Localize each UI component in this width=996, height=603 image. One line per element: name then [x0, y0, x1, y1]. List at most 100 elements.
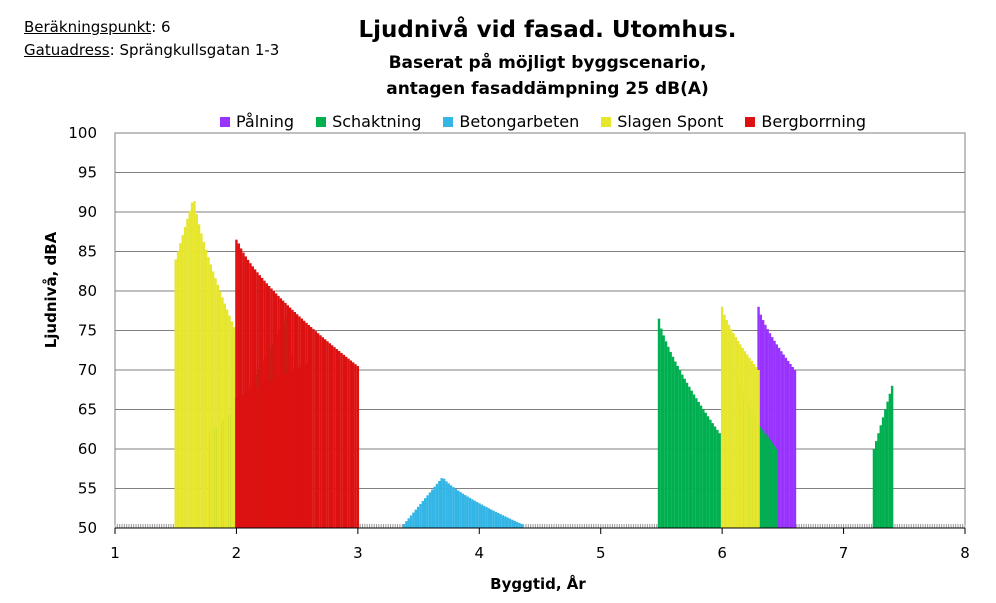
- bar: [764, 324, 767, 528]
- y-tick-label: 55: [78, 480, 97, 498]
- bar: [251, 389, 255, 528]
- bar: [791, 367, 794, 528]
- bar: [228, 315, 231, 528]
- bar: [284, 373, 287, 528]
- bar: [723, 314, 726, 528]
- bar: [727, 324, 731, 528]
- bar: [699, 405, 703, 528]
- bar: [268, 381, 271, 528]
- bar: [209, 264, 212, 528]
- bar: [695, 398, 698, 528]
- bar: [188, 210, 191, 528]
- bar: [761, 320, 765, 528]
- bar: [466, 496, 469, 528]
- bar: [879, 425, 882, 528]
- bar: [435, 483, 439, 528]
- bar: [442, 478, 446, 528]
- bar: [258, 386, 262, 528]
- bar: [768, 333, 772, 528]
- bar: [221, 297, 224, 528]
- bar: [321, 337, 325, 528]
- bar: [759, 426, 763, 528]
- bar: [186, 218, 189, 529]
- bar: [480, 504, 483, 528]
- bar: [499, 514, 502, 528]
- bar: [424, 498, 427, 528]
- bar: [347, 358, 350, 528]
- bar: [757, 370, 760, 528]
- bar: [697, 401, 700, 528]
- bar: [407, 518, 410, 528]
- legend-swatch-slagen-spont: [601, 116, 612, 127]
- legend-item-schaktning: Schaktning: [316, 112, 421, 131]
- bar: [330, 345, 334, 528]
- bar: [197, 224, 201, 529]
- bar: [786, 360, 790, 528]
- x-tick-label: 8: [960, 544, 970, 562]
- bar: [291, 370, 295, 528]
- bar: [468, 497, 472, 528]
- bar: [414, 509, 417, 528]
- bar: [888, 393, 892, 528]
- bar: [405, 521, 408, 528]
- bar: [293, 368, 297, 528]
- bar: [309, 327, 313, 528]
- bar: [216, 284, 220, 528]
- bar: [237, 396, 240, 528]
- bar: [745, 354, 749, 528]
- legend-label-slagen-spont: Slagen Spont: [617, 112, 724, 131]
- bar: [337, 351, 341, 528]
- bar: [732, 333, 735, 528]
- bar: [725, 320, 728, 528]
- bar: [478, 503, 481, 528]
- berakningspunkt-info: Beräkningspunkt: 6: [24, 17, 171, 37]
- bar: [265, 382, 269, 528]
- bar: [207, 257, 210, 528]
- bar: [190, 202, 194, 528]
- bar: [354, 364, 357, 528]
- y-tick-label: 90: [78, 203, 97, 221]
- bar: [508, 518, 512, 528]
- bar: [730, 329, 733, 528]
- bar: [195, 214, 198, 528]
- bar: [789, 363, 792, 528]
- bar: [246, 391, 250, 528]
- bar: [416, 506, 420, 528]
- bar: [761, 430, 765, 528]
- bar: [421, 501, 425, 528]
- bar: [764, 433, 767, 528]
- chart-subtitle-line2: antagen fasaddämpning 25 dB(A): [386, 79, 709, 99]
- bar: [890, 385, 894, 528]
- bar: [440, 478, 443, 528]
- bar: [239, 248, 243, 529]
- bar: [244, 256, 247, 528]
- bar: [660, 328, 663, 528]
- legend-item-bergborrning: Bergborrning: [745, 112, 866, 131]
- bar: [683, 378, 686, 528]
- bar: [308, 362, 311, 528]
- bar: [449, 485, 453, 528]
- bar: [282, 374, 285, 528]
- bar: [235, 397, 238, 528]
- bar: [461, 493, 465, 528]
- bar: [335, 349, 339, 528]
- y-tick-label: 75: [78, 322, 97, 340]
- bar: [218, 291, 222, 528]
- bar: [777, 347, 781, 528]
- bar: [402, 524, 406, 528]
- bar: [438, 480, 441, 528]
- bar: [433, 486, 436, 528]
- bar: [752, 363, 756, 528]
- bar: [518, 522, 521, 528]
- bar: [473, 500, 476, 528]
- bar: [312, 329, 315, 528]
- chart-subtitle-line1: Baserat på möjligt byggscenario,: [388, 53, 707, 73]
- bar: [734, 337, 738, 528]
- bar: [445, 481, 448, 528]
- y-tick-label: 85: [78, 243, 97, 261]
- legend-label-schaktning: Schaktning: [332, 112, 422, 131]
- bar: [692, 394, 696, 528]
- bar: [881, 417, 885, 528]
- bar: [713, 426, 717, 528]
